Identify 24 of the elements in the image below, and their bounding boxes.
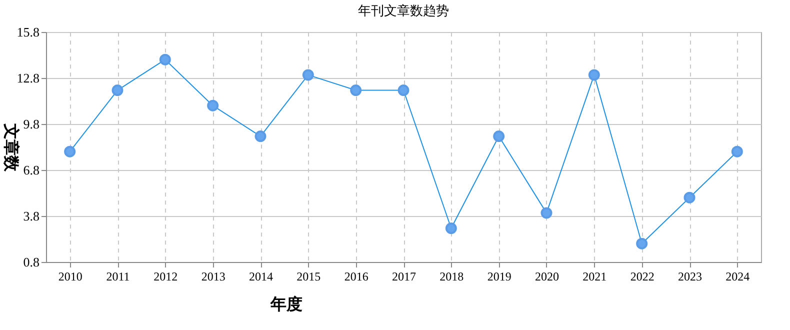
y-tick-label: 6.8: [23, 162, 40, 178]
x-axis-title: 年度: [270, 294, 302, 314]
x-tick-label: 2014: [249, 270, 273, 284]
x-tick-label: 2021: [582, 270, 607, 284]
x-tick-label: 2010: [58, 270, 82, 284]
y-tick-label: 0.8: [23, 254, 40, 270]
y-tick-label: 3.8: [23, 208, 40, 224]
chart-title: 年刊文章数趋势: [358, 3, 449, 18]
x-tick-label: 2019: [487, 270, 512, 284]
x-tick-label: 2016: [344, 270, 368, 284]
x-tick-label: 2020: [535, 270, 559, 284]
x-tick-label: 2023: [678, 270, 702, 284]
y-tick-label: 15.8: [16, 24, 40, 40]
x-tick-label: 2018: [440, 270, 464, 284]
x-tick-label: 2013: [201, 270, 226, 284]
x-tick-label: 2024: [726, 270, 750, 284]
x-tick-label: 2012: [154, 270, 178, 284]
x-tick-label: 2022: [630, 270, 654, 284]
y-tick-label: 12.8: [16, 70, 40, 86]
y-tick-label: 9.8: [23, 116, 40, 132]
x-tick-label: 2011: [106, 270, 130, 284]
y-axis-title: 文章数: [2, 122, 20, 172]
x-tick-label: 2017: [392, 270, 416, 284]
x-tick-label: 2015: [296, 270, 321, 284]
